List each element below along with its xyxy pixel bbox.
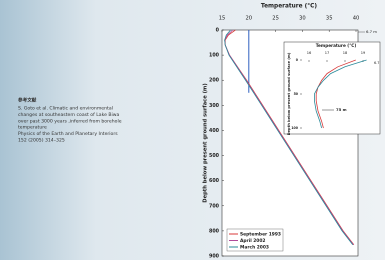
annotation: 75 m (336, 107, 347, 112)
x-tick-label: 15 (219, 16, 226, 22)
y-axis-title: Depth below present ground surface (m) (287, 52, 291, 135)
x-tick-label: 16 (307, 51, 312, 55)
y-tick-label: 500 (209, 153, 220, 159)
y-tick-label: 50 (294, 92, 299, 96)
chart-title: Temperature (°C) (261, 4, 318, 10)
legend-label: September 1993 (240, 232, 281, 238)
y-tick-label: 100 (209, 53, 220, 59)
citation-line: temperature (18, 125, 47, 131)
inset-box (284, 42, 380, 134)
x-tick-label: 35 (326, 16, 333, 22)
y-tick-label: 800 (209, 228, 220, 234)
y-tick-label: 900 (209, 254, 220, 260)
y-tick-label: 200 (209, 78, 220, 84)
x-tick-label: 20 (245, 16, 252, 22)
journal-line: Physics of the Earth and Planetary Inter… (18, 131, 118, 137)
y-axis-title: Depth below present ground surface (m) (203, 83, 209, 202)
y-tick-label: 600 (209, 178, 220, 184)
citation-line: over past 3000 years ,inferred from bore… (18, 118, 122, 124)
y-tick-label: 700 (209, 203, 220, 209)
journal-line: 152 (2005) 314–325 (18, 138, 65, 144)
y-tick-label: 100 (291, 126, 298, 130)
annotation: 6.7 m (366, 29, 377, 34)
legend-label: March 2003 (240, 245, 269, 251)
y-tick-label: 300 (209, 103, 220, 109)
annotation: 6.7 (374, 61, 379, 65)
x-tick-label: 17 (325, 51, 330, 55)
legend-label: April 2002 (240, 238, 265, 244)
x-tick-label: 30 (299, 16, 306, 22)
x-tick-label: 19 (361, 51, 366, 55)
y-tick-label: 400 (209, 128, 220, 134)
citation-line: S. Goto et al. Climatic and environmenta… (18, 106, 113, 112)
x-tick-label: 18 (343, 51, 348, 55)
x-tick-label: 25 (272, 16, 279, 22)
chart-title: Temperature (°C) (316, 43, 357, 48)
slide: 参考文献 S. Goto et al. Climatic and environ… (0, 0, 385, 260)
x-tick-label: 40 (353, 16, 360, 22)
citation-line: changes at southeastern coast of Lake Bi… (18, 112, 120, 118)
reference-heading: 参考文献 (18, 97, 37, 104)
